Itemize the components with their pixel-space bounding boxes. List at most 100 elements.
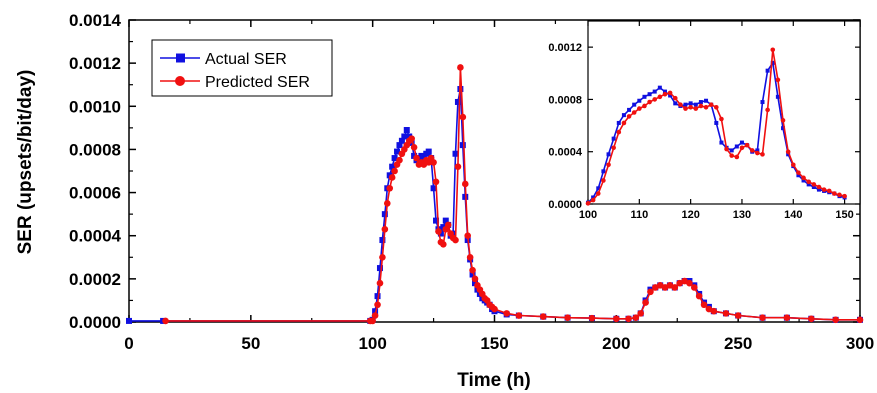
actual-ser-point — [442, 217, 449, 224]
predicted-ser-point — [625, 315, 632, 323]
x-tick-label: 150 — [480, 334, 508, 353]
inset-predicted-ser-point — [703, 104, 709, 110]
actual-ser-point — [454, 98, 461, 105]
inset-actual-ser-point — [647, 92, 652, 97]
inset-actual-ser-point — [673, 101, 678, 106]
inset-y-tick-label: 0.0012 — [548, 42, 582, 54]
inset-actual-ser-point — [611, 136, 616, 141]
inset-actual-ser-point — [775, 94, 780, 99]
y-tick-label: 0.0014 — [69, 11, 122, 30]
inset-actual-ser-point — [693, 102, 698, 107]
predicted-ser-point — [391, 167, 398, 175]
predicted-ser-point — [671, 284, 679, 291]
actual-ser-point — [469, 271, 476, 278]
inset-predicted-ser-point — [790, 162, 796, 168]
inset-actual-ser-point — [596, 186, 601, 191]
predicted-ser-point — [413, 154, 420, 162]
predicted-ser-point — [642, 299, 649, 306]
predicted-ser-point — [379, 253, 386, 261]
inset-actual-ser-point — [786, 152, 791, 157]
predicted-ser-point — [759, 314, 766, 321]
x-tick-label: 250 — [724, 334, 752, 353]
inset-predicted-ser-point — [626, 114, 632, 119]
inset-predicted-ser-point — [842, 193, 847, 199]
inset-predicted-ser-point — [637, 106, 642, 111]
inset-x-tick-label: 130 — [733, 209, 751, 221]
actual-ser-point — [425, 148, 432, 155]
inset-actual-ser-point — [811, 185, 816, 190]
actual-ser-point — [372, 308, 379, 315]
predicted-ser-point — [386, 184, 394, 192]
predicted-ser-point — [783, 314, 791, 321]
inset-actual-ser-point — [734, 144, 739, 149]
inset-x-tick-label: 100 — [579, 209, 597, 221]
inset-actual-ser-point — [642, 94, 647, 99]
predicted-ser-point — [374, 301, 381, 309]
inset-predicted-ser-point — [611, 145, 616, 151]
actual-ser-point — [433, 217, 440, 224]
actual-ser-point — [389, 163, 396, 170]
inset-predicted-ser-point — [729, 153, 734, 158]
inset-predicted-ser-point — [775, 77, 781, 83]
inset-predicted-ser-point — [652, 97, 658, 102]
inset-actual-ser-point — [770, 60, 775, 65]
actual-ser-point — [391, 155, 398, 162]
inset-actual-ser-point — [621, 113, 626, 118]
inset-predicted-ser-point — [734, 154, 740, 160]
inset-actual-ser-point — [816, 187, 821, 192]
x-axis-title: Time (h) — [457, 370, 531, 391]
inset-predicted-ser-point — [606, 162, 611, 168]
inset-predicted-ser-point — [688, 104, 693, 110]
inset-predicted-ser-point — [698, 103, 704, 109]
inset-x-tick-label: 120 — [681, 209, 699, 221]
inset-predicted-ser-point — [590, 197, 596, 203]
predicted-ser-point — [435, 228, 442, 235]
predicted-ser-point — [503, 310, 510, 317]
actual-ser-point — [430, 185, 437, 192]
inset-predicted-ser-point — [667, 90, 673, 96]
inset-x-tick-label: 110 — [630, 209, 648, 221]
legend-label: Actual SER — [205, 51, 287, 68]
inset-predicted-ser-point — [708, 102, 714, 107]
inset-y-tick-label: 0.0008 — [548, 94, 582, 106]
inset-plot: 100 110 120 130 140 150 0.0000 0.0004 0.0008 0.00… — [548, 20, 861, 221]
inset-predicted-ser-point — [755, 150, 760, 156]
inset-predicted-ser-point — [662, 91, 668, 97]
predicted-ser-point — [539, 313, 547, 320]
actual-ser-point — [374, 293, 381, 300]
inset-frame — [587, 20, 861, 205]
predicted-ser-point — [647, 288, 654, 296]
predicted-ser-point — [371, 312, 379, 319]
inset-predicted-ser-point — [642, 103, 647, 109]
predicted-ser-point — [691, 284, 698, 291]
inset-predicted-ser-point — [739, 145, 745, 151]
predicted-ser-point — [396, 156, 403, 164]
actual-ser-point — [381, 211, 388, 218]
inset-predicted-ser-point — [780, 118, 786, 123]
predicted-ser-point — [734, 312, 742, 319]
predicted-ser-point — [369, 317, 376, 325]
inset-predicted-ser-point — [744, 142, 750, 148]
predicted-ser-point — [632, 314, 640, 321]
inset-x-tick-label: 150 — [835, 209, 853, 221]
inset-actual-ser-point — [801, 178, 806, 183]
actual-ser-point — [394, 148, 401, 155]
predicted-ser-point — [457, 64, 464, 71]
y-tick-label: 0.0006 — [69, 184, 121, 203]
predicted-ser-point — [564, 314, 571, 321]
inset-predicted-ser-point — [832, 191, 837, 196]
predicted-ser-point — [491, 305, 498, 313]
predicted-ser-point — [452, 236, 459, 244]
predicted-ser-point — [471, 275, 479, 283]
inset-actual-ser-point — [688, 101, 693, 106]
inset-predicted-ser-point — [631, 110, 637, 115]
inset-predicted-ser-point — [770, 47, 776, 53]
predicted-ser-point — [454, 163, 462, 170]
inset-predicted-ser-point — [806, 179, 811, 185]
predicted-ser-point — [444, 221, 452, 229]
actual-ser-point — [459, 142, 466, 149]
y-axis-title: SER (upsets/bit/day) — [15, 70, 36, 255]
actual-ser-point — [398, 137, 405, 144]
y-tick-label: 0.0010 — [69, 97, 121, 116]
predicted-ser-point — [383, 200, 391, 207]
